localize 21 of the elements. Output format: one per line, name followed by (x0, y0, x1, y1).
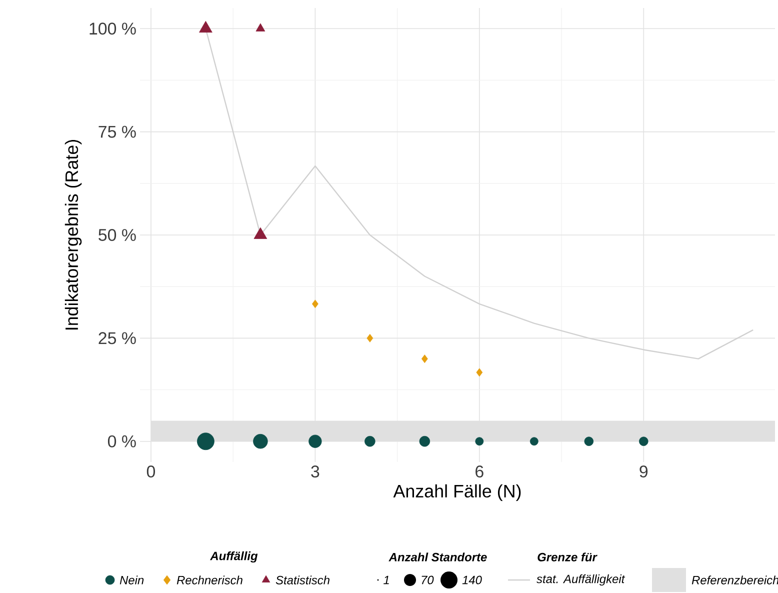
y-axis-title: Indikatorergebnis (Rate) (64, 140, 82, 330)
y-tick-label: 100 % (90, 22, 136, 35)
x-axis-title: Anzahl Fälle (N) (393, 484, 521, 502)
x-tick-label: 0 (146, 466, 156, 478)
legend-label: 1 (384, 576, 389, 584)
text: Anzahl Standorte (388, 552, 487, 562)
legend-label: Rechnerisch (176, 576, 242, 584)
x-tick-label: 9 (640, 466, 648, 478)
legend-label: Statistisch (276, 576, 330, 584)
legend-label: 140 (462, 576, 482, 584)
y-tick-label: 75 % (98, 126, 136, 138)
legend-label: stat. Auffälligkeit (536, 574, 626, 586)
legend-label: 70 (422, 576, 434, 584)
legend-title: Auffällig (210, 551, 258, 563)
x-tick-label: 3 (311, 466, 320, 478)
y-tick-label: 25 % (98, 332, 136, 344)
text: Grenze für (538, 552, 598, 562)
y-tick-label: 50 % (98, 228, 136, 241)
y-tick-label: 0 % (108, 435, 136, 448)
x-tick-label: 6 (476, 466, 484, 478)
legend-label: Nein (120, 576, 144, 584)
